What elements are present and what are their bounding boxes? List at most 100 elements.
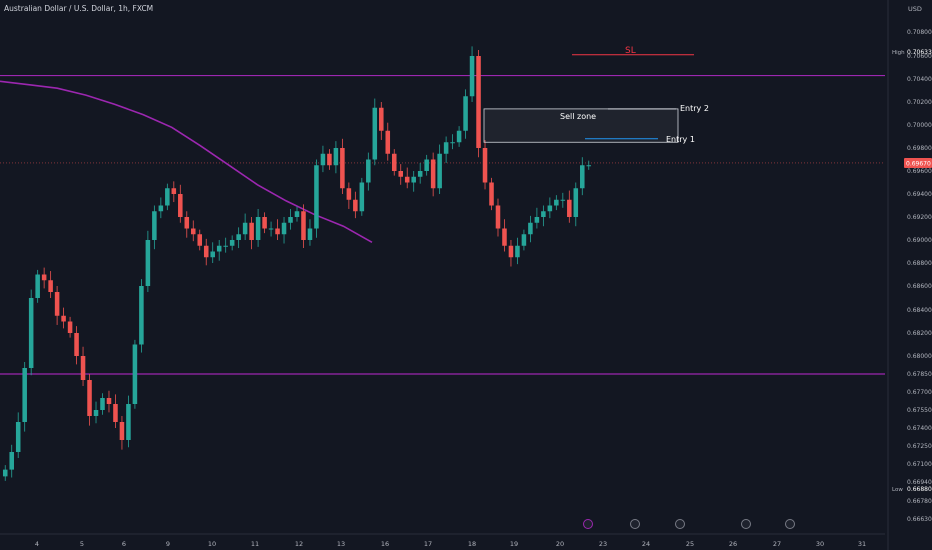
candle-body-32: [210, 251, 215, 258]
candle-body-85: [554, 199, 559, 206]
candle-body-7: [48, 280, 53, 292]
candle-body-44: [288, 217, 293, 223]
candle-body-9: [61, 315, 66, 322]
candle-body-31: [203, 245, 209, 258]
event-marker-icon-4: [785, 519, 795, 529]
candle-body-48: [314, 165, 319, 229]
y-tick-label-21: 0.66940: [907, 479, 932, 486]
candle-body-35: [229, 240, 235, 246]
candle-body-0: [2, 469, 8, 477]
candle-body-52: [340, 148, 345, 189]
candle-body-76: [495, 205, 501, 229]
candle-body-40: [262, 217, 267, 229]
candle-body-74: [482, 148, 488, 183]
candle-body-13: [87, 380, 92, 416]
candle-body-1: [9, 452, 14, 470]
candle-body-90: [586, 165, 592, 167]
candle-body-47: [307, 228, 313, 240]
candle-body-64: [417, 171, 423, 177]
candle-body-71: [463, 96, 468, 131]
candle-body-24: [158, 205, 164, 212]
current-price-tag: [904, 157, 932, 168]
x-tick-label-16: 26: [729, 540, 737, 548]
event-marker-icon-3: [741, 519, 751, 529]
low-marker-value: 0.66880: [907, 486, 932, 493]
candle-body-59: [385, 130, 391, 154]
candle-body-80: [521, 234, 527, 246]
candle-body-88: [573, 188, 579, 217]
candle-body-2: [15, 422, 21, 452]
candle-body-23: [152, 211, 157, 240]
y-tick-label-7: 0.69400: [907, 191, 932, 198]
y-tick-label-11: 0.68600: [907, 283, 932, 290]
x-tick-label-3: 9: [166, 540, 170, 548]
candle-body-37: [242, 222, 248, 235]
y-tick-label-6: 0.69600: [907, 168, 932, 175]
candle-body-12: [80, 356, 86, 380]
x-tick-label-15: 25: [686, 540, 694, 548]
y-tick-label-12: 0.68400: [907, 307, 932, 314]
y-tick-label-4: 0.70000: [907, 122, 932, 129]
candle-body-68: [443, 142, 449, 154]
candle-body-10: [67, 321, 73, 333]
candle-body-82: [534, 217, 540, 223]
candle-body-79: [515, 245, 520, 258]
candle-body-62: [404, 176, 410, 183]
interval-label: 1h: [118, 4, 128, 13]
candle-body-36: [236, 234, 241, 240]
candle-body-81: [528, 222, 533, 235]
x-tick-label-13: 23: [599, 540, 607, 548]
y-tick-label-16: 0.67700: [907, 389, 932, 396]
y-tick-label-18: 0.67400: [907, 425, 932, 432]
candle-body-41: [268, 228, 274, 230]
candle-body-29: [190, 228, 196, 235]
x-tick-label-8: 16: [381, 540, 389, 548]
candle-body-4: [28, 298, 34, 368]
y-tick-label-1: 0.70600: [907, 53, 932, 60]
candle-body-55: [359, 182, 365, 212]
candle-body-16: [106, 398, 112, 404]
y-tick-label-8: 0.69200: [907, 214, 932, 221]
event-marker-icon-1: [630, 519, 640, 529]
candle-body-21: [139, 286, 144, 345]
candle-body-26: [171, 188, 177, 194]
candle-body-34: [223, 245, 228, 247]
candle-body-15: [100, 398, 105, 410]
candle-body-54: [353, 199, 358, 212]
candle-body-25: [165, 188, 170, 206]
candle-body-8: [54, 292, 60, 316]
candle-body-63: [411, 176, 416, 183]
candle-body-20: [132, 344, 138, 404]
y-tick-label-19: 0.67250: [907, 443, 932, 450]
candle-body-46: [301, 211, 306, 240]
high-marker-value: 0.70633: [907, 49, 932, 56]
x-tick-label-2: 6: [122, 540, 126, 548]
x-tick-label-11: 19: [510, 540, 518, 548]
title-separator-2: ,: [127, 4, 133, 13]
candle-body-86: [560, 199, 566, 201]
x-tick-label-19: 31: [858, 540, 866, 548]
x-tick-label-1: 5: [80, 540, 84, 548]
candle-body-84: [547, 205, 553, 212]
y-tick-label-20: 0.67100: [907, 461, 932, 468]
x-tick-label-14: 24: [642, 540, 650, 548]
candle-body-53: [346, 188, 352, 200]
candle-body-14: [93, 410, 99, 416]
candle-body-56: [366, 159, 371, 183]
x-tick-label-6: 12: [295, 540, 303, 548]
candle-body-61: [398, 171, 404, 177]
candle-body-19: [126, 404, 131, 440]
sell-zone-box: [483, 108, 679, 143]
y-tick-label-17: 0.67550: [907, 407, 932, 414]
x-tick-label-17: 27: [773, 540, 781, 548]
sl-label: SL: [625, 46, 636, 56]
entry-2-label: Entry 2: [680, 104, 709, 113]
x-tick-label-7: 13: [337, 540, 345, 548]
candle-body-65: [424, 159, 429, 171]
y-tick-label-22: 0.66780: [907, 498, 932, 505]
x-tick-label-10: 18: [468, 540, 476, 548]
candle-body-22: [145, 240, 151, 286]
candle-body-39: [255, 217, 261, 240]
